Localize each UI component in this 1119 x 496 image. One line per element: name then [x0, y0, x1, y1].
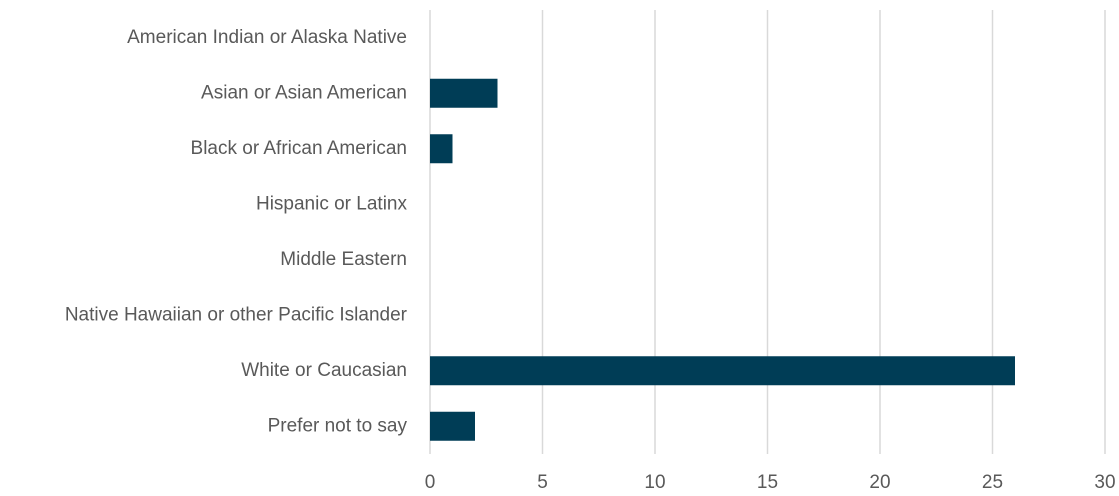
y-tick-label: Black or African American: [191, 138, 407, 159]
bar: [430, 78, 498, 108]
x-tick-label: 5: [537, 472, 548, 493]
bar: [430, 411, 475, 441]
y-tick-label: Hispanic or Latinx: [256, 193, 408, 214]
y-tick-label: Middle Eastern: [280, 249, 407, 270]
y-tick-label: American Indian or Alaska Native: [127, 27, 407, 48]
y-tick-label: Native Hawaiian or other Pacific Islande…: [65, 304, 408, 325]
bar: [430, 134, 453, 164]
x-tick-label: 15: [757, 472, 778, 493]
bar: [430, 356, 1015, 386]
x-tick-label: 25: [982, 472, 1003, 493]
y-tick-label: White or Caucasian: [241, 360, 407, 381]
x-tick-label: 10: [644, 472, 665, 493]
x-tick-label: 0: [425, 472, 436, 493]
x-tick-label: 30: [1094, 472, 1115, 493]
y-tick-label: Prefer not to say: [268, 415, 408, 436]
y-tick-label: Asian or Asian American: [201, 82, 407, 103]
x-tick-label: 20: [869, 472, 890, 493]
